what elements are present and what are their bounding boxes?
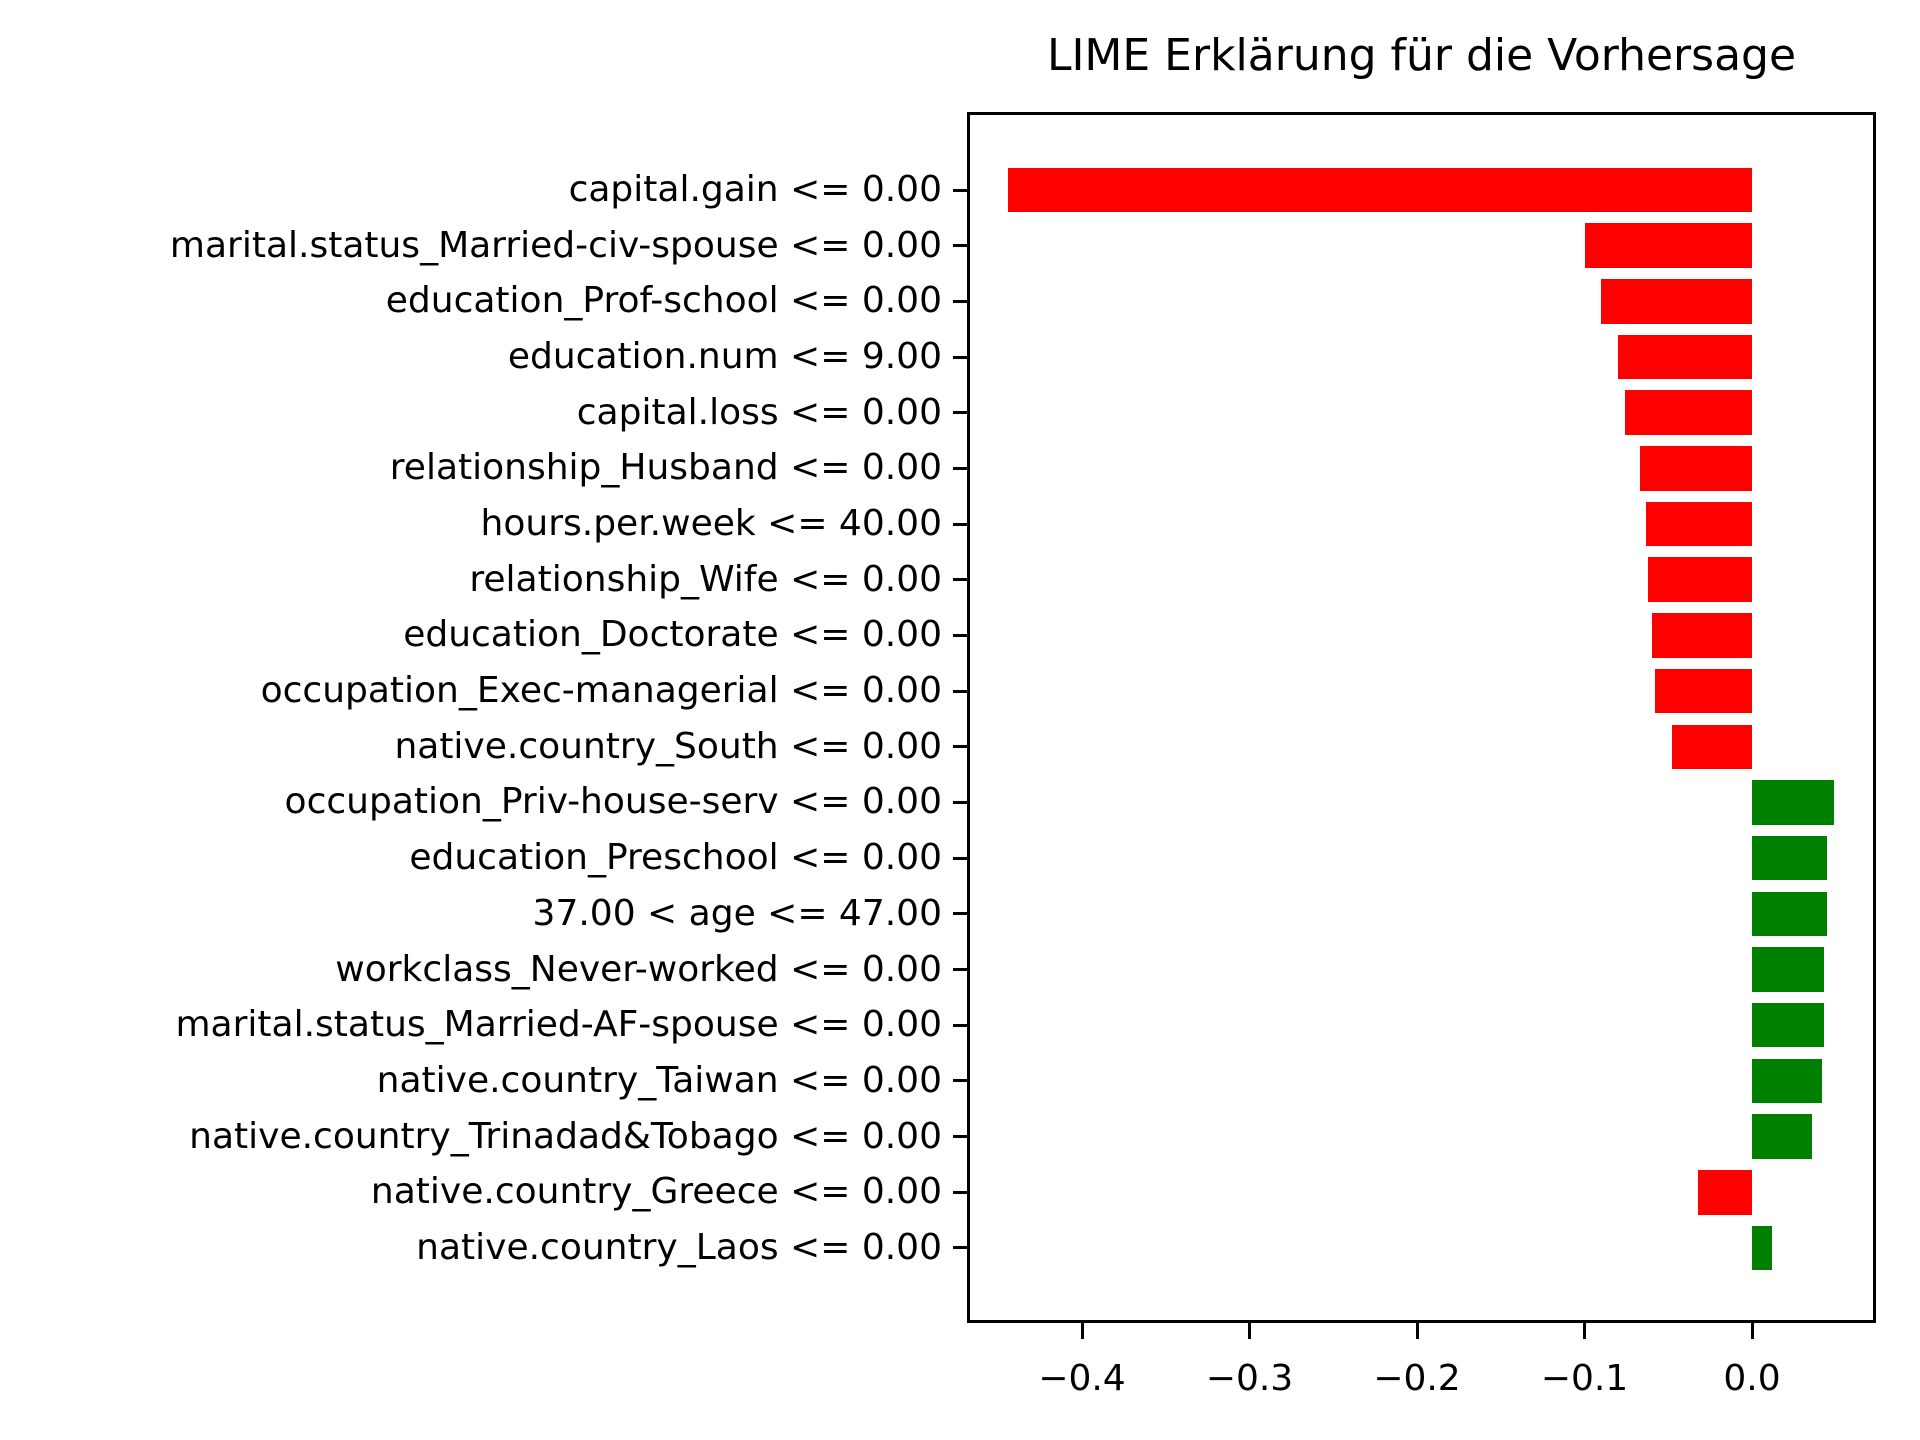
y-tick-mark xyxy=(953,800,967,804)
x-tick-label: −0.1 xyxy=(1540,1358,1629,1399)
y-tick-label-native-country-taiwan-0-00: native.country_Taiwan <= 0.00 xyxy=(376,1059,942,1101)
bar-hours-per-week-40-00 xyxy=(1646,501,1752,547)
y-tick-label-marital-status-married-af-spouse-0-00: marital.status_Married-AF-spouse <= 0.00 xyxy=(175,1004,942,1046)
y-tick-label-marital-status-married-civ-spouse-0-00: marital.status_Married-civ-spouse <= 0.0… xyxy=(169,224,942,266)
bar-education-num-9-00 xyxy=(1618,334,1752,380)
x-tick-label: 0.0 xyxy=(1723,1358,1781,1399)
x-tick-label: −0.2 xyxy=(1373,1358,1461,1399)
bar-37-00-age-47-00 xyxy=(1752,891,1828,937)
y-tick-mark xyxy=(953,244,967,248)
y-tick-mark xyxy=(953,299,967,303)
x-tick-mark xyxy=(1750,1323,1754,1339)
bar-native-country-laos-0-00 xyxy=(1752,1225,1773,1271)
bar-workclass-never-worked-0-00 xyxy=(1752,947,1825,992)
bar-native-country-trinadad-tobago-0-00 xyxy=(1752,1114,1813,1159)
y-tick-mark xyxy=(953,745,967,749)
y-tick-label-occupation-exec-managerial-0-00: occupation_Exec-managerial <= 0.00 xyxy=(260,670,942,712)
y-tick-label-education-doctorate-0-00: education_Doctorate <= 0.00 xyxy=(403,614,942,656)
y-tick-label-native-country-greece-0-00: native.country_Greece <= 0.00 xyxy=(370,1171,942,1213)
chart-title: LIME Erklärung für die Vorhersage xyxy=(1046,30,1797,81)
bar-capital-loss-0-00 xyxy=(1624,390,1752,435)
bar-marital-status-married-civ-spouse-0-00 xyxy=(1584,223,1752,268)
y-tick-label-capital-gain-0-00: capital.gain <= 0.00 xyxy=(568,169,942,210)
y-tick-label-native-country-south-0-00: native.country_South <= 0.00 xyxy=(394,725,942,767)
y-tick-mark xyxy=(953,578,967,582)
y-tick-label-relationship-husband-0-00: relationship_Husband <= 0.00 xyxy=(389,447,942,489)
y-tick-mark xyxy=(953,1023,967,1027)
y-tick-mark xyxy=(953,912,967,916)
y-tick-label-hours-per-week-40-00: hours.per.week <= 40.00 xyxy=(480,503,942,545)
y-tick-mark xyxy=(953,1079,967,1083)
bar-native-country-south-0-00 xyxy=(1671,724,1752,770)
bar-relationship-husband-0-00 xyxy=(1639,446,1752,491)
y-tick-label-relationship-wife-0-00: relationship_Wife <= 0.00 xyxy=(469,558,942,600)
x-tick-mark xyxy=(1080,1323,1084,1339)
y-tick-mark xyxy=(953,633,967,637)
y-tick-mark xyxy=(953,188,967,192)
y-tick-mark xyxy=(953,522,967,526)
y-tick-mark xyxy=(953,1190,967,1194)
bar-native-country-taiwan-0-00 xyxy=(1752,1058,1823,1104)
y-tick-label-native-country-trinadad-tobago-0-00: native.country_Trinadad&Tobago <= 0.00 xyxy=(189,1115,942,1157)
y-tick-label-education-num-9-00: education.num <= 9.00 xyxy=(507,336,942,378)
bar-capital-gain-0-00 xyxy=(1008,167,1752,213)
y-tick-mark xyxy=(953,466,967,470)
y-tick-label-occupation-priv-house-serv-0-00: occupation_Priv-house-serv <= 0.00 xyxy=(284,781,942,823)
x-tick-mark xyxy=(1583,1323,1586,1339)
y-tick-mark xyxy=(953,689,967,693)
bar-occupation-priv-house-serv-0-00 xyxy=(1752,780,1835,825)
bar-occupation-exec-managerial-0-00 xyxy=(1654,668,1752,714)
bar-native-country-greece-0-00 xyxy=(1698,1169,1752,1215)
y-tick-label-capital-loss-0-00: capital.loss <= 0.00 xyxy=(576,391,942,433)
bar-education-preschool-0-00 xyxy=(1752,835,1828,881)
y-tick-label-native-country-laos-0-00: native.country_Laos <= 0.00 xyxy=(416,1226,942,1268)
y-tick-mark xyxy=(953,1135,967,1139)
bar-relationship-wife-0-00 xyxy=(1648,557,1752,603)
x-tick-label: −0.4 xyxy=(1038,1358,1126,1399)
x-tick-mark xyxy=(1248,1323,1251,1339)
bar-marital-status-married-af-spouse-0-00 xyxy=(1752,1002,1825,1048)
bar-education-prof-school-0-00 xyxy=(1601,279,1752,324)
y-tick-mark xyxy=(953,856,967,860)
y-tick-mark xyxy=(953,355,967,359)
y-tick-label-education-prof-school-0-00: education_Prof-school <= 0.00 xyxy=(385,280,942,322)
y-tick-mark xyxy=(953,1246,967,1250)
y-tick-label-workclass-never-worked-0-00: workclass_Never-worked <= 0.00 xyxy=(335,948,942,990)
x-tick-label: −0.3 xyxy=(1205,1358,1294,1399)
y-tick-label-education-preschool-0-00: education_Preschool <= 0.00 xyxy=(409,837,942,879)
y-tick-mark xyxy=(953,411,967,415)
x-tick-mark xyxy=(1415,1323,1419,1339)
y-tick-label-37-00-age-47-00: 37.00 < age <= 47.00 xyxy=(532,892,942,934)
plot-area xyxy=(967,112,1876,1323)
y-tick-mark xyxy=(953,968,967,972)
bar-education-doctorate-0-00 xyxy=(1651,613,1752,658)
